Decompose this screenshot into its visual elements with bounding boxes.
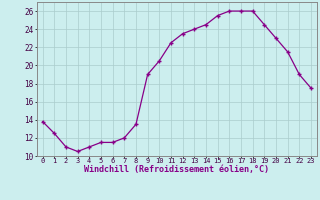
X-axis label: Windchill (Refroidissement éolien,°C): Windchill (Refroidissement éolien,°C)	[84, 165, 269, 174]
